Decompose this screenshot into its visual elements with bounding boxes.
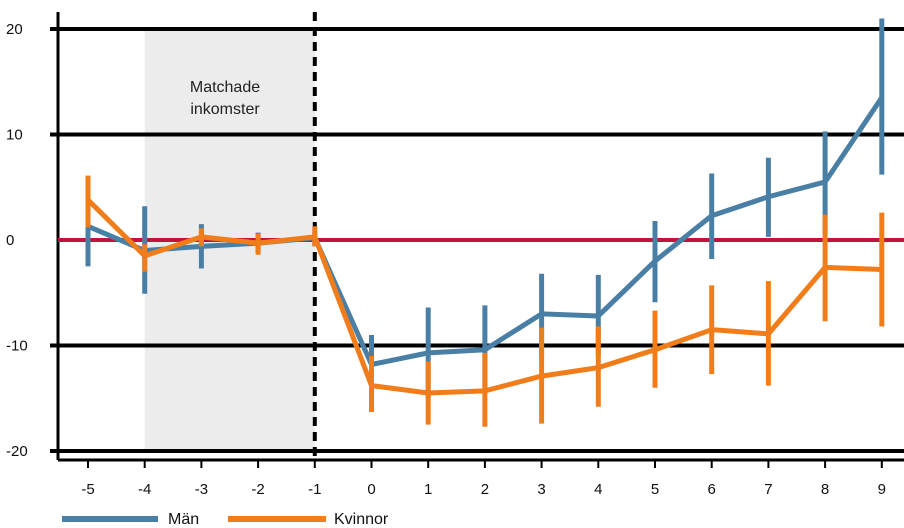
x-tick-label-9: 4	[594, 481, 602, 498]
x-tick-label-12: 7	[764, 481, 772, 498]
x-tick-label-11: 6	[708, 481, 716, 498]
x-tick-label-8: 3	[537, 481, 545, 498]
x-tick-label-5: 0	[367, 481, 375, 498]
legend: Män Kvinnor	[62, 511, 389, 528]
x-tick-label-3: -2	[251, 481, 264, 498]
x-tick-label-13: 8	[821, 481, 829, 498]
annotation: Matchade inkomster	[190, 79, 260, 118]
x-tick-label-4: -1	[308, 481, 321, 498]
y-tick-label-2: 0	[6, 232, 14, 249]
series	[85, 18, 885, 427]
series-line-1	[86, 198, 882, 396]
x-tick-label-7: 2	[481, 481, 489, 498]
y-tick-label-0: 20	[6, 21, 23, 38]
x-tick-label-14: 9	[878, 481, 886, 498]
annotation-line-2: inkomster	[190, 101, 260, 118]
x-tick-label-2: -3	[195, 481, 208, 498]
grid-lines	[50, 27, 904, 453]
series-line-0	[87, 96, 884, 367]
y-tick-label-4: -20	[6, 443, 28, 460]
legend-label-man: Män	[168, 511, 199, 528]
x-tick-label-0: -5	[81, 481, 94, 498]
x-tick-label-10: 5	[651, 481, 659, 498]
x-tick-label-1: -4	[138, 481, 151, 498]
x-tick-label-6: 1	[424, 481, 432, 498]
legend-label-kvinnor: Kvinnor	[334, 511, 389, 528]
y-tick-label-3: -10	[6, 338, 28, 355]
annotation-line-1: Matchade	[190, 79, 260, 96]
y-tick-label-1: 10	[6, 127, 23, 144]
